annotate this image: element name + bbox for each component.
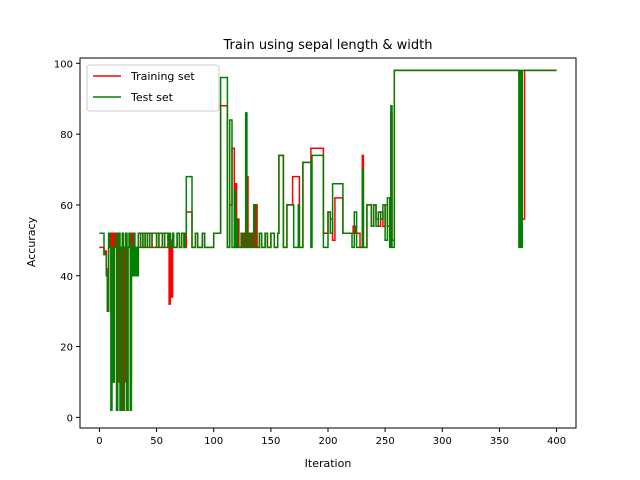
x-tick-label: 300 [433,436,452,447]
x-axis-label: Iteration [305,457,352,470]
chart-title: Train using sepal length & width [223,38,433,53]
legend-label-test-set: Test set [130,91,174,104]
x-tick-label: 50 [150,436,163,447]
y-axis-label: Accuracy [25,216,38,267]
x-tick-label: 400 [547,436,566,447]
y-tick-label: 0 [67,413,73,424]
y-axis: 0 20 40 60 80 100 [54,59,80,424]
y-tick-label: 60 [60,201,73,212]
x-tick-label: 350 [490,436,509,447]
y-tick-label: 40 [60,272,73,283]
x-tick-label: 250 [376,436,395,447]
x-tick-label: 200 [318,436,337,447]
y-tick-label: 20 [60,343,73,354]
y-tick-label: 80 [60,130,73,141]
x-tick-label: 100 [204,436,223,447]
x-axis: 0 50 100 150 200 250 300 350 400 [96,428,566,447]
x-tick-label: 0 [96,436,102,447]
series-layer [99,69,557,412]
legend-label-training-set: Training set [130,70,195,83]
y-tick-label: 100 [54,59,73,70]
legend: Training set Test set [86,64,220,112]
x-tick-label: 150 [261,436,280,447]
series-line-test-set [99,69,557,412]
